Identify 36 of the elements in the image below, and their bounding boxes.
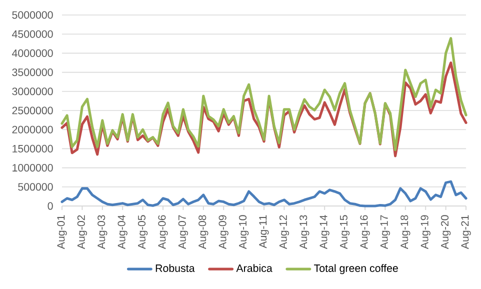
x-tick-label: Aug-05	[138, 215, 148, 250]
x-tick-label: Aug-17	[380, 215, 390, 250]
legend-label: Arabica	[236, 264, 272, 272]
legend-label: Total green coffee	[314, 264, 398, 274]
x-tick-label: Aug-14	[320, 215, 330, 250]
x-tick-label: Aug-20	[440, 215, 451, 250]
x-tick-label: Aug-03	[98, 215, 108, 250]
y-tick-label: 1000000	[12, 164, 53, 172]
legend-label: Robusta	[156, 264, 195, 272]
y-tick-label: 2500000	[12, 106, 53, 114]
x-tick-label: Aug-02	[77, 215, 88, 250]
y-tick-label: 5000000	[12, 11, 53, 19]
x-tick-label: Aug-04	[118, 215, 128, 250]
x-tick-label: Aug-13	[300, 215, 310, 250]
y-tick-label: 3000000	[12, 88, 53, 96]
x-tick-label: Aug-06	[158, 215, 168, 250]
x-tick-label: Aug-10	[238, 215, 249, 250]
x-tick-label: Aug-21	[461, 215, 471, 250]
x-tick-label: Aug-11	[259, 215, 269, 248]
x-tick-label: Aug-08	[198, 215, 208, 250]
y-tick-label: 4500000	[12, 30, 53, 38]
x-tick-label: Aug-16	[360, 215, 370, 250]
y-tick-label: 500000	[18, 183, 53, 191]
x-tick-label: Aug-12	[279, 215, 290, 250]
y-tick-label: 4000000	[12, 49, 53, 57]
y-tick-label: 3500000	[12, 68, 53, 76]
y-tick-label: 2000000	[12, 126, 53, 134]
x-tick-label: Aug-01	[57, 215, 67, 250]
x-tick-label: Aug-18	[400, 215, 410, 250]
x-tick-label: Aug-09	[218, 215, 228, 250]
x-tick-label: Aug-19	[420, 215, 430, 250]
x-tick-label: Aug-15	[340, 215, 350, 250]
line-series	[60, 37, 468, 152]
y-tick-label: 1500000	[12, 144, 53, 152]
y-tick-label: 0	[48, 202, 53, 210]
x-tick-label: Aug-07	[178, 215, 188, 250]
